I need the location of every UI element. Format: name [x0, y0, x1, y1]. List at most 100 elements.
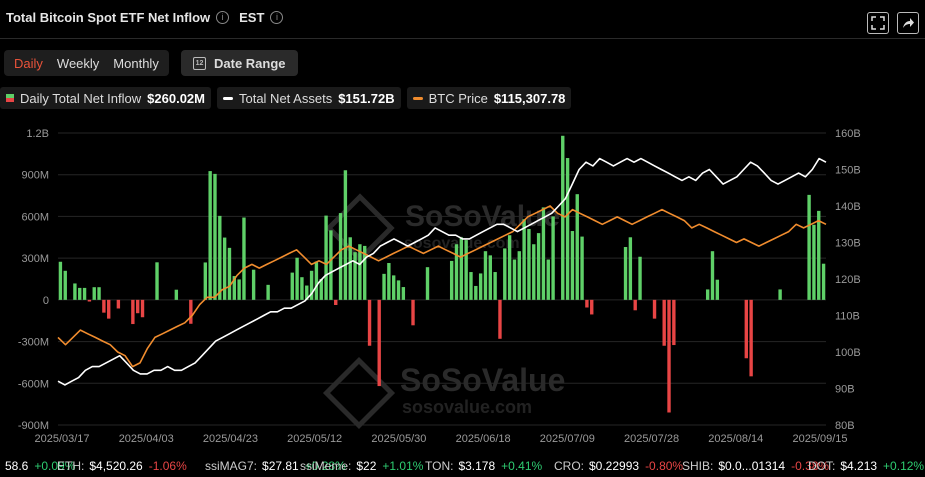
inflow-bar: [324, 215, 328, 300]
inflow-bar: [343, 170, 348, 300]
inflow-bar: [319, 279, 323, 300]
inflow-bar: [338, 213, 343, 300]
inflow-bar: [300, 277, 304, 300]
ticker-price: $0.22993: [589, 459, 640, 473]
inflow-bar: [536, 233, 541, 300]
inflow-bar: [628, 237, 633, 300]
legend-assets-value: $151.72B: [338, 90, 395, 106]
price-ticker: 58.6 +0.09% ETH: $4,520.26 -1.06% ssiMAG7: $27…: [0, 455, 925, 477]
inflow-bar: [242, 217, 246, 300]
ticker-price: 58.6: [5, 459, 29, 473]
x-tick-label: 2025/06/18: [456, 433, 511, 445]
inflow-bar: [358, 244, 362, 300]
price-swatch-icon: [412, 96, 423, 100]
x-tick-label: 2025/05/30: [371, 433, 426, 445]
inflow-bar: [546, 259, 550, 300]
ticker-item[interactable]: ssiMAG7: $27.81 +0.28%: [205, 459, 346, 473]
inflow-bar: [116, 299, 121, 309]
tab-monthly[interactable]: Monthly: [113, 55, 159, 71]
inflow-bar: [367, 299, 372, 346]
inflow-bar: [222, 237, 227, 300]
ticker-item[interactable]: TON: $3.178 +0.41%: [425, 459, 542, 473]
inflow-bar: [454, 244, 459, 300]
y2-tick-label: 150B: [835, 165, 861, 177]
ticker-item[interactable]: 58.6 +0.09%: [0, 459, 75, 473]
y2-tick-label: 90B: [835, 384, 855, 396]
fullscreen-icon[interactable]: [867, 12, 889, 34]
inflow-bar: [377, 299, 381, 387]
inflow-bar: [498, 299, 502, 339]
y2-tick-label: 130B: [835, 238, 861, 250]
legend-price[interactable]: BTC Price $115,307.78: [406, 87, 572, 109]
ticker-change: -1.06%: [148, 459, 187, 473]
ticker-change: +0.28%: [304, 459, 346, 473]
inflow-bar: [512, 259, 517, 300]
timezone-info-icon[interactable]: i: [270, 11, 284, 24]
ticker-price: $22: [356, 459, 377, 473]
inflow-bar: [580, 236, 584, 300]
inflow-bar: [87, 299, 92, 302]
inflow-bar: [807, 194, 811, 300]
inflow-bar: [353, 252, 357, 300]
inflow-bar: [155, 262, 159, 300]
watermark-logo-icon: [322, 356, 396, 430]
ticker-price: $3.178: [458, 459, 496, 473]
share-icon[interactable]: [897, 12, 919, 34]
info-icon[interactable]: i: [216, 11, 230, 24]
y-tick-label: -600M: [18, 378, 49, 390]
inflow-bar: [503, 248, 507, 300]
inflow-bar: [575, 194, 579, 300]
inflow-bar: [189, 299, 193, 324]
ticker-item[interactable]: SHIB: $0.0...01314 -0.38%: [682, 459, 829, 473]
date-range-button[interactable]: 12 Date Range: [181, 50, 298, 76]
ticker-item[interactable]: DOT: $4.213 +0.12%: [808, 459, 924, 473]
tab-daily[interactable]: Daily: [14, 55, 43, 71]
inflow-bar: [174, 289, 179, 300]
calendar-icon: 12: [193, 56, 206, 70]
inflow-bar: [136, 299, 140, 314]
inflow-bar: [213, 173, 217, 300]
ticker-change: -0.80%: [645, 459, 684, 473]
tab-weekly[interactable]: Weekly: [56, 55, 100, 71]
inflow-bar: [92, 287, 96, 300]
inflow-bar: [715, 279, 720, 300]
ticker-symbol: DOT:: [808, 459, 836, 473]
inflow-bar: [334, 299, 338, 306]
legend-inflow[interactable]: Daily Total Net Inflow $260.02M: [0, 87, 211, 109]
inflow-bar: [305, 285, 309, 300]
inflow-bar: [623, 247, 628, 300]
inflow-bar: [78, 287, 82, 300]
inflow-bar: [541, 207, 546, 300]
x-tick-label: 2025/04/23: [203, 433, 258, 445]
inflow-bar: [488, 255, 492, 300]
inflow-bar: [812, 224, 816, 300]
inflow-bar: [527, 228, 531, 300]
inflow-bar: [82, 287, 87, 300]
x-tick-label: 2025/07/09: [540, 433, 595, 445]
inflow-bar: [522, 219, 526, 300]
period-tabs: Daily Weekly Monthly: [4, 50, 169, 76]
inflow-bar: [561, 135, 565, 300]
inflow-bar: [102, 299, 106, 313]
ticker-item[interactable]: ssiMeme: $22 +1.01%: [300, 459, 423, 473]
chart-header: Total Bitcoin Spot ETF Net Inflow i EST …: [6, 10, 284, 25]
y-tick-label: -900M: [18, 420, 49, 432]
btc-price-line: [57, 205, 827, 368]
legend-assets[interactable]: Total Net Assets $151.72B: [216, 87, 401, 109]
inflow-bar: [474, 285, 478, 300]
inflow-bar: [749, 299, 753, 377]
y-tick-label: 1.2B: [26, 128, 49, 140]
inflow-bar: [551, 216, 555, 300]
ticker-item[interactable]: ETH: $4,520.26 -1.06%: [57, 459, 187, 473]
ticker-price: $0.0...01314: [718, 459, 786, 473]
inflow-bar: [507, 235, 512, 300]
inflow-bar: [208, 171, 212, 300]
x-tick-label: 2025/05/12: [287, 433, 342, 445]
legend-inflow-label: Daily Total Net Inflow: [20, 90, 142, 106]
ticker-item[interactable]: CRO: $0.22993 -0.80%: [554, 459, 683, 473]
inflow-bar: [218, 215, 222, 300]
inflow-swatch-icon: [6, 94, 14, 102]
inflow-bar: [309, 270, 314, 300]
inflow-bar: [821, 263, 826, 300]
chart-canvas[interactable]: 1.2B 900M 600M 300M 0 -300M -600M -900M 160B 150B…: [0, 118, 925, 450]
